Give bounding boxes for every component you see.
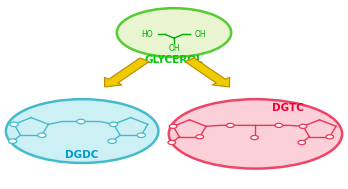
Text: OH: OH [195,30,206,39]
Circle shape [77,119,85,124]
Circle shape [109,122,118,127]
Text: GLYCEROL: GLYCEROL [145,55,203,65]
Circle shape [298,140,306,145]
Circle shape [8,139,17,143]
Circle shape [168,140,176,145]
Ellipse shape [6,99,158,163]
Text: DGDC: DGDC [65,150,99,160]
Circle shape [299,124,307,128]
Circle shape [137,133,145,137]
FancyArrow shape [104,58,149,87]
Text: OH: OH [168,44,180,53]
Circle shape [326,135,334,139]
Circle shape [10,122,18,127]
FancyArrow shape [185,58,230,87]
Circle shape [169,124,177,128]
Ellipse shape [169,99,342,169]
Circle shape [196,135,204,139]
Circle shape [275,123,283,127]
Circle shape [108,139,116,143]
Circle shape [38,133,46,137]
Circle shape [227,123,234,127]
Ellipse shape [117,8,231,57]
Text: HO: HO [142,30,153,39]
Circle shape [251,136,259,140]
Text: DGTC: DGTC [272,103,304,113]
